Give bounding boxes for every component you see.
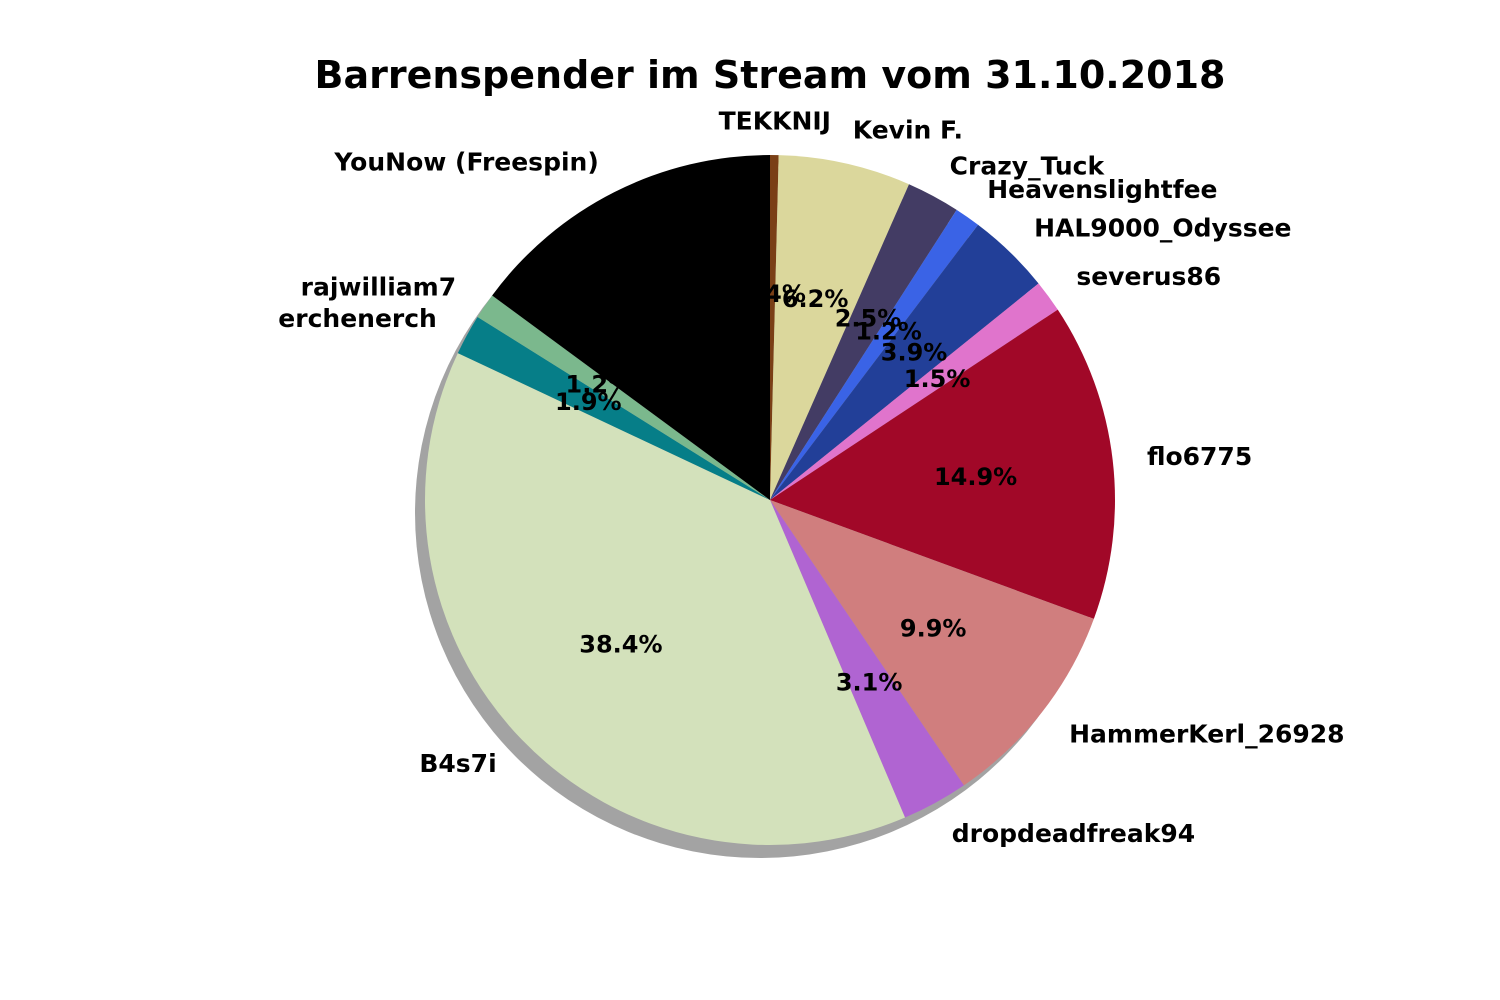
- pie-slice-dropdeadfreak94: [770, 500, 964, 818]
- pie-slice-severus86: [770, 283, 1058, 500]
- slice-label-tekknij: TEKKNIJ: [719, 107, 831, 136]
- pie-slice-hal9000-odyssee: [770, 224, 1039, 500]
- slice-label-hal9000-odyssee: HAL9000_Odyssee: [1034, 213, 1291, 242]
- pct-label-heavenslightfee: 1.2%: [855, 317, 922, 345]
- pct-label-crazy-tuck: 2.5%: [835, 305, 902, 333]
- pct-labels: 0.4%6.2%2.5%1.2%3.9%1.5%14.9%9.9%3.1%38.…: [555, 280, 1017, 697]
- pct-label-younow-freespin: 14.9%: [635, 302, 718, 330]
- pct-label-b4s7i: 38.4%: [579, 631, 662, 659]
- slice-label-younow-freespin: YouNow (Freespin): [333, 147, 598, 176]
- pie-slice-kevin-f: [770, 155, 910, 500]
- slice-label-b4s7i: B4s7i: [419, 749, 496, 778]
- slice-label-rajwilliam7: rajwilliam7: [301, 273, 456, 302]
- pct-label-rajwilliam7: 1.2%: [566, 371, 633, 399]
- pie-slices: [424, 155, 1115, 846]
- pie-slice-younow-freespin: [492, 155, 770, 500]
- pie-slice-rajwilliam7: [477, 295, 770, 500]
- slice-label-dropdeadfreak94: dropdeadfreak94: [952, 819, 1195, 848]
- slice-label-hammerkerl-26928: HammerKerl_26928: [1069, 720, 1344, 749]
- pct-label-flo6775: 14.9%: [934, 463, 1017, 491]
- pct-label-hal9000-odyssee: 3.9%: [881, 338, 948, 366]
- slice-label-severus86: severus86: [1076, 262, 1221, 291]
- slice-label-crazy-tuck: Crazy_Tuck: [950, 152, 1106, 181]
- pct-label-dropdeadfreak94: 3.1%: [836, 669, 903, 697]
- slice-label-flo6775: flo6775: [1147, 442, 1252, 471]
- pie-slice-hammerkerl-26928: [770, 500, 1094, 786]
- pie-slice-crazy-tuck: [770, 184, 957, 500]
- pie-slice-erchenerch: [457, 316, 770, 500]
- pct-label-severus86: 1.5%: [904, 365, 971, 393]
- slice-labels: TEKKNIJ Kevin F. Crazy_TuckHeavenslightfee…: [278, 107, 1344, 849]
- pct-label-tekknij: 0.4%: [739, 280, 806, 308]
- pct-label-erchenerch: 1.9%: [555, 388, 622, 416]
- pct-label-hammerkerl-26928: 9.9%: [900, 614, 967, 642]
- pie-slice-heavenslightfee: [770, 209, 979, 500]
- pie-slice-b4s7i: [424, 353, 906, 846]
- slice-label-kevin-f: Kevin F.: [853, 116, 963, 145]
- chart-title: Barrenspender im Stream vom 31.10.2018: [315, 53, 1226, 97]
- slice-label-erchenerch: erchenerch: [278, 304, 437, 333]
- pct-label-kevin-f: 6.2%: [782, 285, 849, 313]
- pie-slice-flo6775: [770, 309, 1115, 619]
- pie-slice-tekknij: [770, 155, 779, 500]
- slice-label-heavenslightfee: Heavenslightfee: [987, 175, 1217, 204]
